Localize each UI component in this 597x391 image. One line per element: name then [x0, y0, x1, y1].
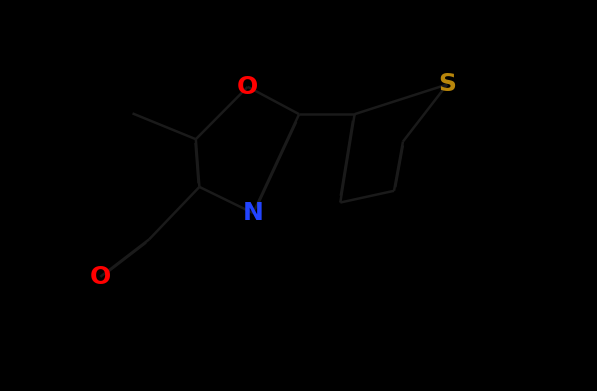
Text: S: S [438, 72, 456, 97]
Text: O: O [90, 265, 111, 289]
Text: O: O [237, 75, 259, 99]
Text: N: N [243, 201, 263, 225]
